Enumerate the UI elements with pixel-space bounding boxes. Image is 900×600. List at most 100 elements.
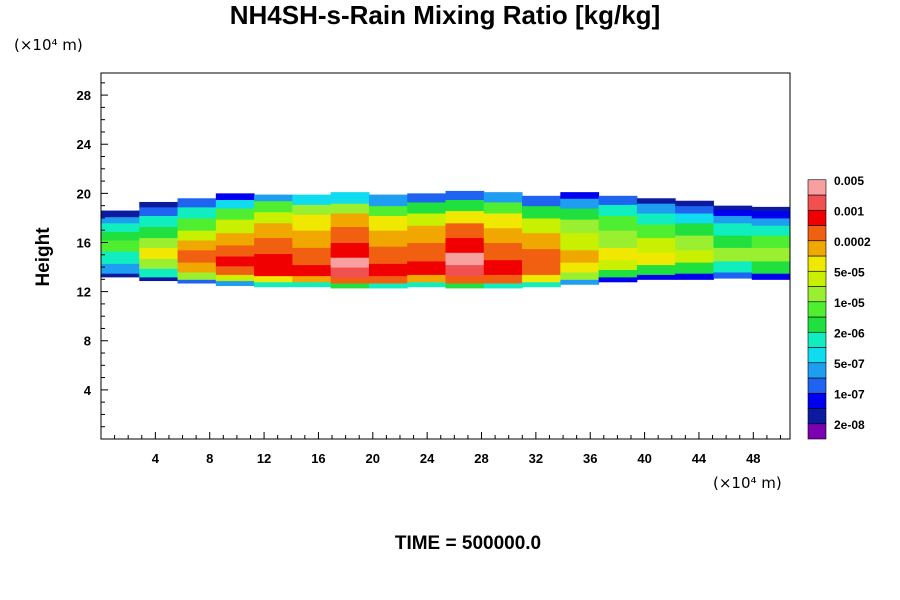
field-cell — [636, 213, 676, 225]
field-cell — [407, 201, 446, 214]
colorbar-label: 5e-07 — [834, 357, 865, 371]
y-unit-label: (×10⁴ m) — [14, 36, 83, 54]
field-cell — [215, 274, 255, 282]
field-cell — [254, 194, 293, 202]
x-tick-label: 32 — [529, 451, 543, 466]
field-cell — [598, 247, 638, 261]
field-cell — [177, 279, 217, 284]
field-cell — [215, 244, 255, 257]
field-cell — [215, 193, 255, 201]
field-cell — [560, 271, 600, 280]
colorbar-swatch — [807, 362, 827, 379]
field-cell — [292, 275, 332, 283]
colorbar: 2e-08 1e-07 5e-07 2e-06 1e-05 5e-05 0.0002 0.00… — [807, 174, 871, 440]
field-cell — [675, 273, 714, 280]
field-cell — [560, 262, 600, 273]
field-cell — [560, 192, 600, 199]
field-cell — [368, 275, 408, 284]
field-cell — [751, 260, 791, 274]
field-cell — [522, 205, 561, 219]
field-cell — [483, 213, 523, 229]
colorbar-swatch — [807, 316, 827, 333]
field-cell — [407, 260, 446, 275]
colorbar-label: 0.005 — [834, 174, 864, 188]
field-cell — [445, 237, 485, 253]
field-cell — [368, 246, 408, 264]
y-tick-label: 16 — [77, 235, 91, 250]
field-cell — [636, 237, 676, 253]
field-cell — [368, 205, 408, 216]
field-cell — [330, 257, 370, 268]
field-cell — [522, 263, 561, 275]
field-cell — [407, 274, 446, 283]
field-cell — [713, 260, 753, 273]
mixing-ratio-field — [101, 190, 791, 289]
colorbar-swatch — [807, 209, 827, 226]
field-cell — [177, 271, 217, 280]
field-cell — [139, 247, 179, 259]
field-cell — [713, 247, 753, 262]
field-cell — [330, 283, 370, 289]
field-cell — [675, 222, 714, 236]
colorbar-swatch — [807, 408, 827, 425]
field-cell — [636, 203, 676, 214]
field-cell — [215, 232, 255, 246]
field-cell — [330, 242, 370, 258]
field-cell — [101, 273, 140, 278]
x-axis: 4 8 12 16 20 24 28 32 36 40 44 48 — [114, 432, 781, 466]
field-cell — [598, 276, 638, 283]
field-cell — [598, 259, 638, 271]
field-cell — [292, 247, 332, 266]
colorbar-swatch — [807, 377, 827, 394]
colorbar-swatch — [807, 179, 827, 196]
field-cell — [101, 210, 140, 218]
field-cell — [101, 263, 140, 274]
colorbar-swatch — [807, 392, 827, 409]
y-axis-label: Height — [33, 227, 54, 287]
field-cell — [254, 275, 293, 283]
field-cell — [254, 222, 293, 239]
colorbar-label: 0.0002 — [834, 235, 871, 249]
field-cell — [177, 198, 217, 208]
field-cell — [483, 242, 523, 261]
field-cell — [254, 253, 293, 268]
x-tick-label: 24 — [420, 451, 435, 466]
field-cell — [254, 267, 293, 277]
colorbar-swatch — [807, 225, 827, 242]
field-cell — [751, 210, 791, 219]
field-cell — [330, 213, 370, 228]
field-cell — [177, 249, 217, 263]
field-cell — [139, 226, 179, 239]
field-cell — [675, 205, 714, 214]
field-cell — [330, 267, 370, 278]
field-cell — [713, 235, 753, 248]
field-cell — [292, 264, 332, 277]
field-cell — [101, 251, 140, 264]
field-cell — [636, 224, 676, 239]
x-unit-label: (×10⁴ m) — [713, 474, 782, 492]
field-cell — [522, 281, 561, 288]
field-cell — [177, 217, 217, 231]
field-cell — [560, 219, 600, 234]
field-cell — [751, 235, 791, 248]
field-cell — [636, 274, 676, 280]
field-cell — [445, 190, 485, 201]
field-cell — [445, 252, 485, 266]
x-tick-label: 44 — [692, 451, 707, 466]
field-cell — [713, 222, 753, 236]
y-tick-label: 28 — [77, 88, 91, 103]
field-cell — [101, 216, 140, 224]
field-cell — [330, 276, 370, 284]
field-cell — [751, 273, 791, 280]
x-tick-label: 20 — [366, 451, 380, 466]
field-cell — [407, 193, 446, 203]
field-cell — [177, 262, 217, 273]
field-cell — [560, 198, 600, 209]
field-cell — [368, 215, 408, 231]
field-cell — [598, 195, 638, 205]
field-cell — [598, 269, 638, 278]
field-cell — [751, 247, 791, 262]
x-tick-label: 40 — [637, 451, 651, 466]
field-cell — [215, 280, 255, 286]
field-cell — [292, 214, 332, 231]
